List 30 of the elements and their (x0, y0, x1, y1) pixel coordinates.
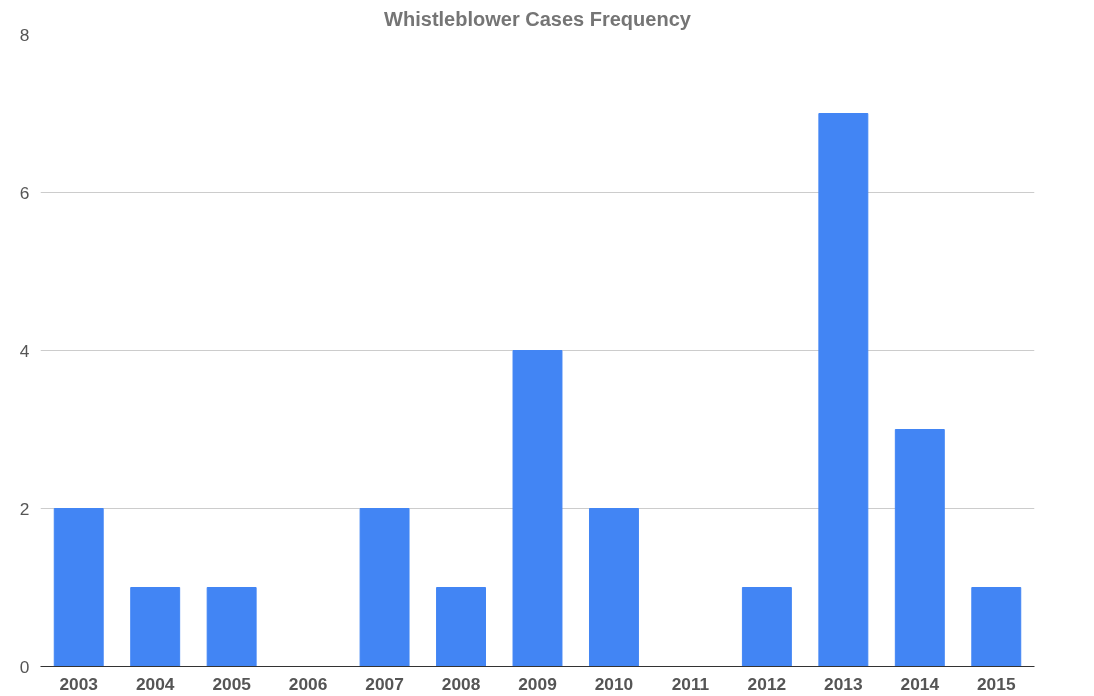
y-tick-label: 2 (19, 498, 30, 519)
x-tick-label: 2009 (518, 673, 557, 694)
x-tick-label: 2015 (977, 673, 1016, 694)
x-tick-label: 2010 (594, 673, 634, 694)
bar (512, 350, 563, 667)
y-tick-label: 8 (19, 24, 30, 45)
bar (206, 587, 257, 667)
y-tick-label: 4 (19, 340, 30, 361)
x-tick-label: 2007 (365, 673, 404, 694)
bar (359, 508, 410, 667)
x-tick-label: 2006 (288, 673, 328, 694)
x-tick-label: 2004 (135, 673, 175, 694)
x-tick-label: 2012 (747, 673, 787, 694)
bar (436, 587, 487, 667)
x-tick-label: 2003 (59, 673, 99, 694)
bar (971, 587, 1022, 667)
bar (818, 113, 869, 667)
chart-title: Whistleblower Cases Frequency (384, 7, 692, 30)
bar (130, 587, 181, 667)
bar (894, 429, 945, 667)
y-tick-label: 0 (19, 656, 30, 677)
bar (53, 508, 104, 667)
x-tick-label: 2008 (441, 673, 481, 694)
bar (741, 587, 792, 667)
x-tick-label: 2005 (212, 673, 252, 694)
x-tick-label: 2014 (900, 673, 940, 694)
y-tick-label: 6 (19, 182, 30, 203)
bar (588, 508, 639, 667)
x-tick-label: 2013 (824, 673, 863, 694)
x-tick-label: 2011 (671, 673, 710, 694)
